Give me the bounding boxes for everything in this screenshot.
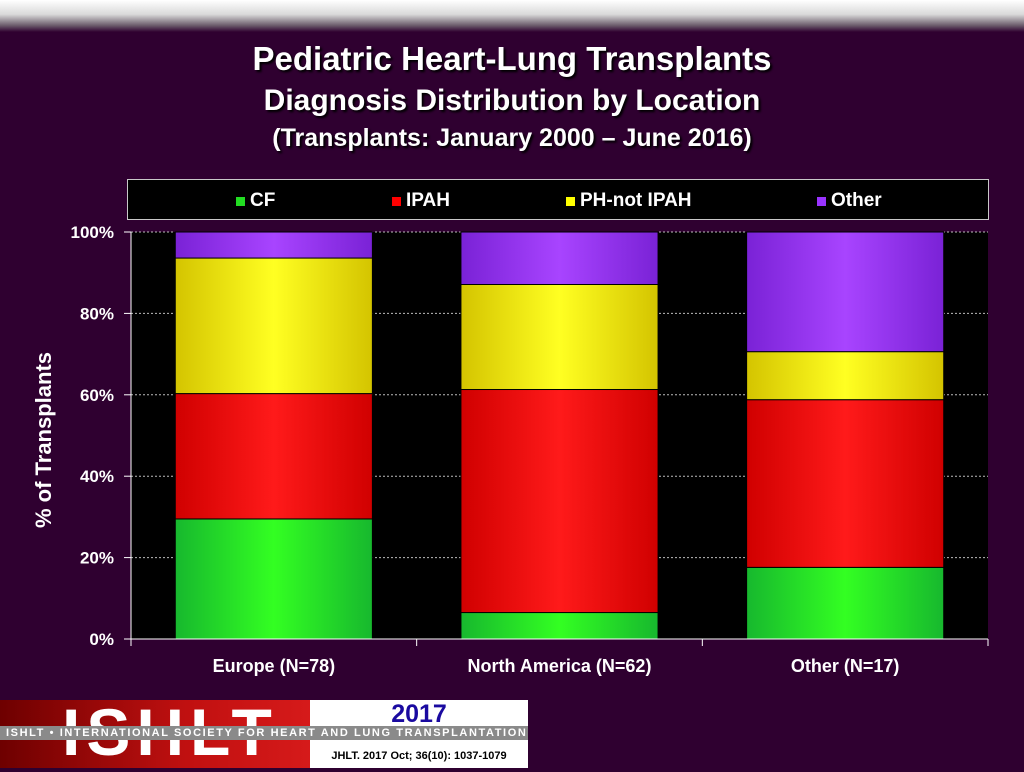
y-axis-label: % of Transplants <box>31 351 56 529</box>
bar-segment-ph-not-ipah <box>460 284 659 391</box>
y-tick-label: 60% <box>80 386 114 405</box>
y-tick-label: 20% <box>80 549 114 568</box>
footer: ISHLT ISHLT • INTERNATIONAL SOCIETY FOR … <box>0 700 528 768</box>
citation: JHLT. 2017 Oct; 36(10): 1037-1079 <box>310 740 528 768</box>
society-name: ISHLT • INTERNATIONAL SOCIETY FOR HEART … <box>6 727 528 739</box>
chart-title: Pediatric Heart-Lung Transplants <box>252 40 772 77</box>
chart-date-range: (Transplants: January 2000 – June 2016) <box>272 124 752 152</box>
bar-segment-ipah <box>174 393 373 520</box>
legend-item-ipah: IPAH <box>392 190 450 212</box>
y-tick-label: 100% <box>71 223 114 242</box>
legend-item-other: Other <box>817 190 882 212</box>
x-tick-label: Other (N=17) <box>791 656 900 676</box>
bar-segment-other <box>746 231 945 353</box>
y-tick-label: 80% <box>80 304 114 323</box>
purple-square-icon <box>817 196 826 206</box>
logo-band <box>0 726 528 740</box>
y-tick-label: 40% <box>80 467 114 486</box>
legend-item-cf: CF <box>236 190 275 212</box>
yellow-square-icon <box>566 196 575 206</box>
top-decorative-bar <box>0 0 1024 32</box>
legend-item-ph-not-ipah: PH-not IPAH <box>566 190 692 212</box>
report-year: 2017 <box>310 700 528 728</box>
red-square-icon <box>392 196 401 206</box>
bar-segment-cf <box>460 612 659 640</box>
stacked-bar-chart: 0% 20% 40% 60% 80% 100% Europe (N=78) North Ame… <box>71 223 989 676</box>
chart-subtitle: Diagnosis Distribution by Location <box>263 84 761 117</box>
legend-label: Other <box>831 190 882 211</box>
y-tick-label: 0% <box>89 630 114 649</box>
x-tick-label: Europe (N=78) <box>213 656 336 676</box>
bar-segment-other <box>460 231 659 286</box>
bar-segment-ipah <box>460 389 659 614</box>
bar-segment-ph-not-ipah <box>174 257 373 395</box>
bar-segment-ipah <box>746 399 945 568</box>
x-tick-label: North America (N=62) <box>468 656 652 676</box>
bar-segment-ph-not-ipah <box>746 351 945 401</box>
legend-label: PH-not IPAH <box>580 190 692 211</box>
bar-segment-other <box>174 231 373 259</box>
green-square-icon <box>236 196 245 206</box>
bar-segment-cf <box>174 518 373 640</box>
legend-label: IPAH <box>406 190 450 211</box>
legend-label: CF <box>250 190 276 211</box>
chart-legend: CF IPAH PH-not IPAH Other <box>127 179 989 220</box>
bar-segment-cf <box>746 566 945 640</box>
